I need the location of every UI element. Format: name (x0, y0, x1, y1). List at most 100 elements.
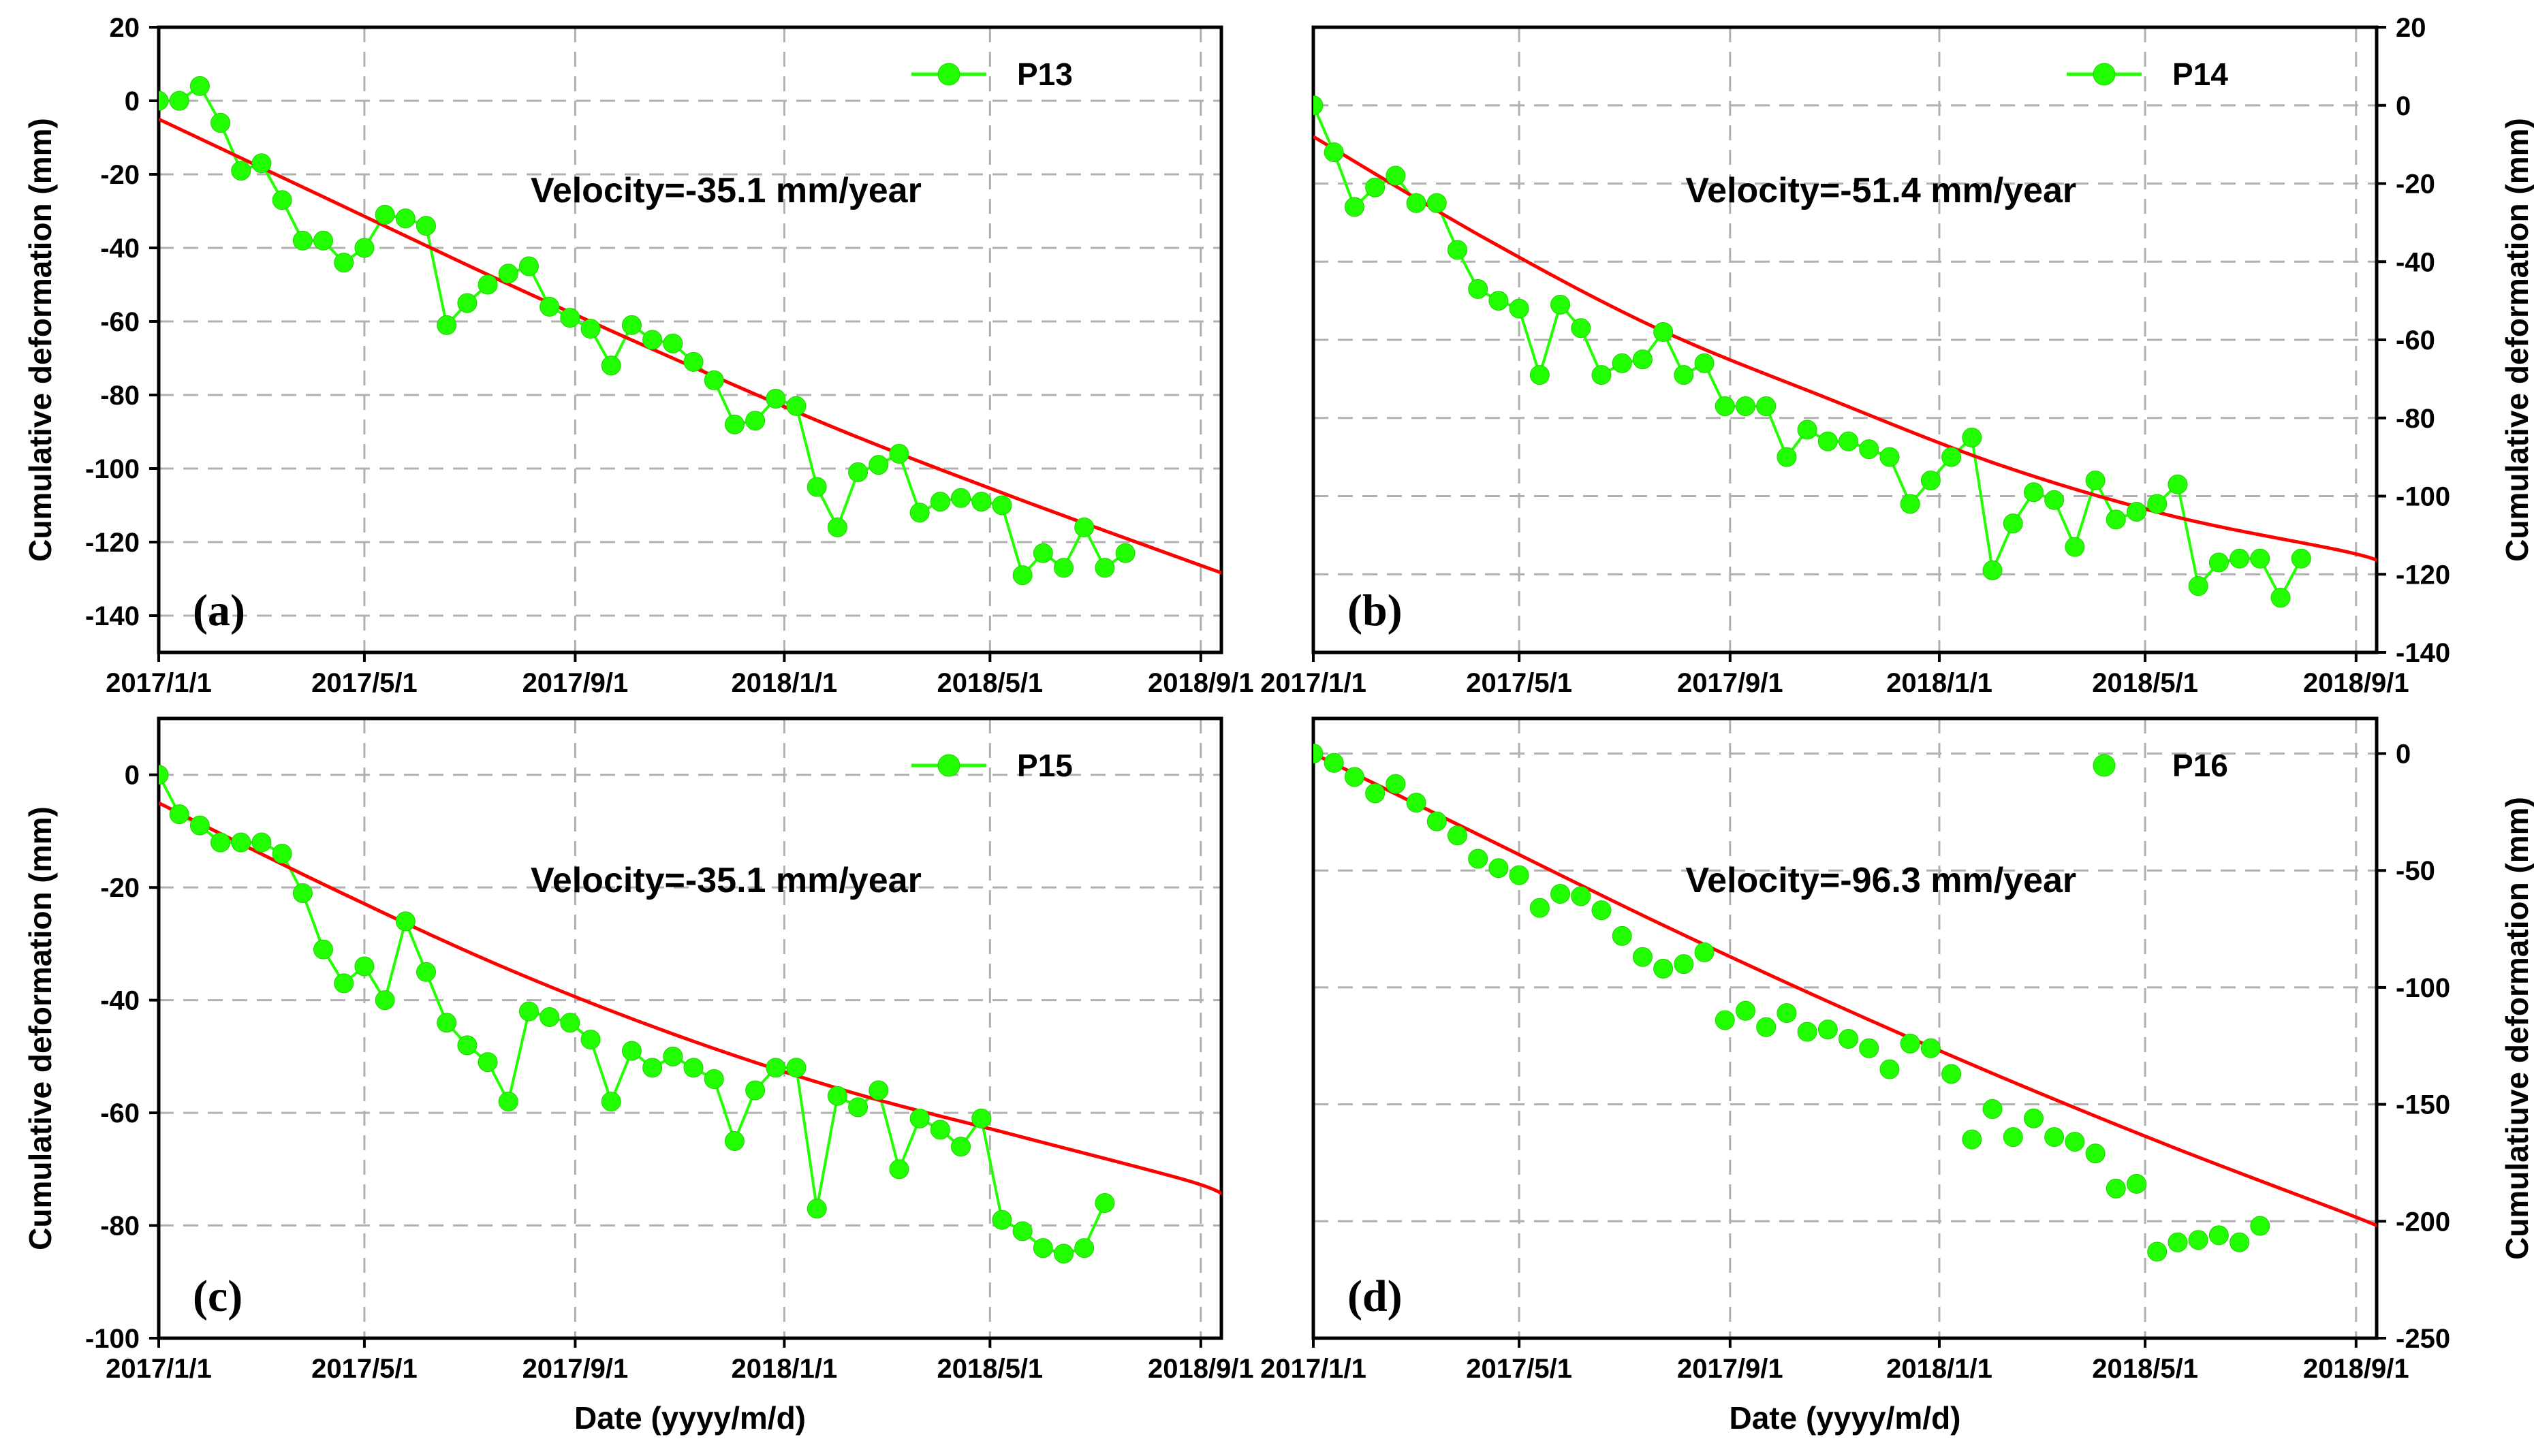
data-point (1694, 942, 1715, 962)
y-tick-label: -40 (2396, 247, 2435, 277)
data-point (1735, 1000, 1755, 1021)
data-point (992, 1209, 1012, 1230)
data-point (210, 112, 231, 133)
data-point (1941, 1064, 1962, 1084)
data-point (2270, 588, 2291, 608)
y-tick-label: -20 (2396, 170, 2435, 200)
data-point (1982, 560, 2003, 581)
data-point (292, 230, 313, 251)
data-point (1012, 565, 1033, 586)
data-point (1344, 197, 1364, 217)
legend: P13 (911, 57, 1073, 92)
data-point (1012, 1221, 1033, 1241)
data-point (766, 1058, 786, 1078)
data-point (807, 477, 827, 497)
legend: P14 (2067, 57, 2228, 92)
series-line (159, 774, 1106, 1255)
data-point (478, 1052, 498, 1073)
y-tick-label: -80 (100, 1212, 140, 1241)
y-tick-label: -100 (85, 454, 140, 484)
data-point (518, 1001, 539, 1022)
data-point (2188, 575, 2208, 596)
x-tick-label: 2017/5/1 (1466, 668, 1572, 698)
data-point (683, 351, 704, 372)
data-point (745, 411, 766, 431)
legend: P15 (911, 748, 1073, 783)
data-point (930, 1120, 950, 1140)
data-point (601, 1092, 621, 1112)
y-tick-label: -150 (2396, 1090, 2450, 1120)
y-tick-label: -140 (85, 601, 140, 631)
velocity-annotation: Velocity=-51.4 mm/year (1685, 171, 2076, 210)
data-point (375, 990, 395, 1011)
data-point (1715, 396, 1735, 417)
data-point (334, 973, 354, 994)
y-tick-label: 20 (2396, 13, 2426, 43)
data-point (621, 1041, 642, 1061)
y-axis-title: Cumulative deformation (mm) (22, 118, 58, 562)
data-point (1839, 1028, 1859, 1049)
panel-label: (c) (193, 1271, 243, 1321)
legend-label: P15 (1017, 748, 1073, 783)
data-point (2127, 501, 2147, 522)
data-point (1777, 447, 1797, 467)
data-point (437, 315, 457, 335)
data-point (1591, 365, 1612, 385)
data-point (848, 462, 869, 482)
data-point (951, 1137, 971, 1157)
data-point (159, 765, 169, 785)
y-tick-label: -20 (100, 873, 140, 903)
data-point (1859, 439, 1879, 460)
data-point (1386, 774, 1406, 794)
data-point (1920, 1038, 1941, 1058)
y-tick-label: -80 (2396, 404, 2435, 434)
data-point (2044, 1127, 2065, 1148)
data-point (416, 216, 437, 236)
data-point (2250, 1216, 2270, 1236)
data-point (1632, 349, 1653, 370)
data-point (601, 355, 621, 376)
data-point (786, 1058, 807, 1078)
data-point (1839, 431, 1859, 452)
data-point (2147, 494, 2168, 514)
fit-curve (1313, 752, 2377, 1228)
data-point (2023, 482, 2044, 503)
data-point (169, 804, 189, 825)
x-tick-label: 2017/1/1 (106, 668, 212, 698)
y-tick-label: -40 (100, 234, 140, 264)
data-point (272, 190, 292, 210)
data-point (2085, 471, 2106, 491)
y-tick-label: 0 (125, 761, 140, 791)
fit-curve (1313, 135, 2377, 562)
data-point (539, 296, 560, 317)
legend-marker (937, 754, 960, 777)
legend-label: P13 (1017, 57, 1073, 92)
data-point (313, 939, 334, 960)
data-point (1365, 783, 1386, 804)
panel-b: 20 0 -20 -40 -60 -80 -100 -120 -140 2017/1/1 2017/… (1260, 13, 2534, 698)
data-point (1054, 558, 1074, 578)
y-tick-label: 0 (2396, 91, 2411, 121)
data-point (334, 253, 354, 273)
data-point (1900, 1033, 1920, 1054)
data-point (1715, 1010, 1735, 1030)
data-point (2230, 548, 2250, 569)
panel-a: 20 0 -20 -40 -60 -80 -100 -120 -140 2017/1/1 2017/… (22, 13, 1254, 698)
y-tick-label: -250 (2396, 1324, 2450, 1354)
y-axis-title: Cumulatiuve deformation (mm) (2499, 797, 2534, 1260)
data-point (354, 956, 375, 977)
y-tick-label: 20 (110, 13, 140, 43)
x-tick-label: 2017/1/1 (106, 1354, 212, 1384)
data-point (2147, 1241, 2168, 1262)
data-point (1426, 193, 1447, 213)
x-tick-label: 2017/9/1 (1677, 1354, 1783, 1384)
data-point (642, 1058, 663, 1078)
data-point (518, 256, 539, 276)
data-point (2168, 1232, 2188, 1252)
data-point (1653, 322, 1674, 343)
data-point (1653, 958, 1674, 979)
data-point (1468, 279, 1488, 299)
legend-marker (937, 63, 960, 86)
data-point (1033, 1238, 1053, 1259)
data-point (1095, 558, 1115, 578)
